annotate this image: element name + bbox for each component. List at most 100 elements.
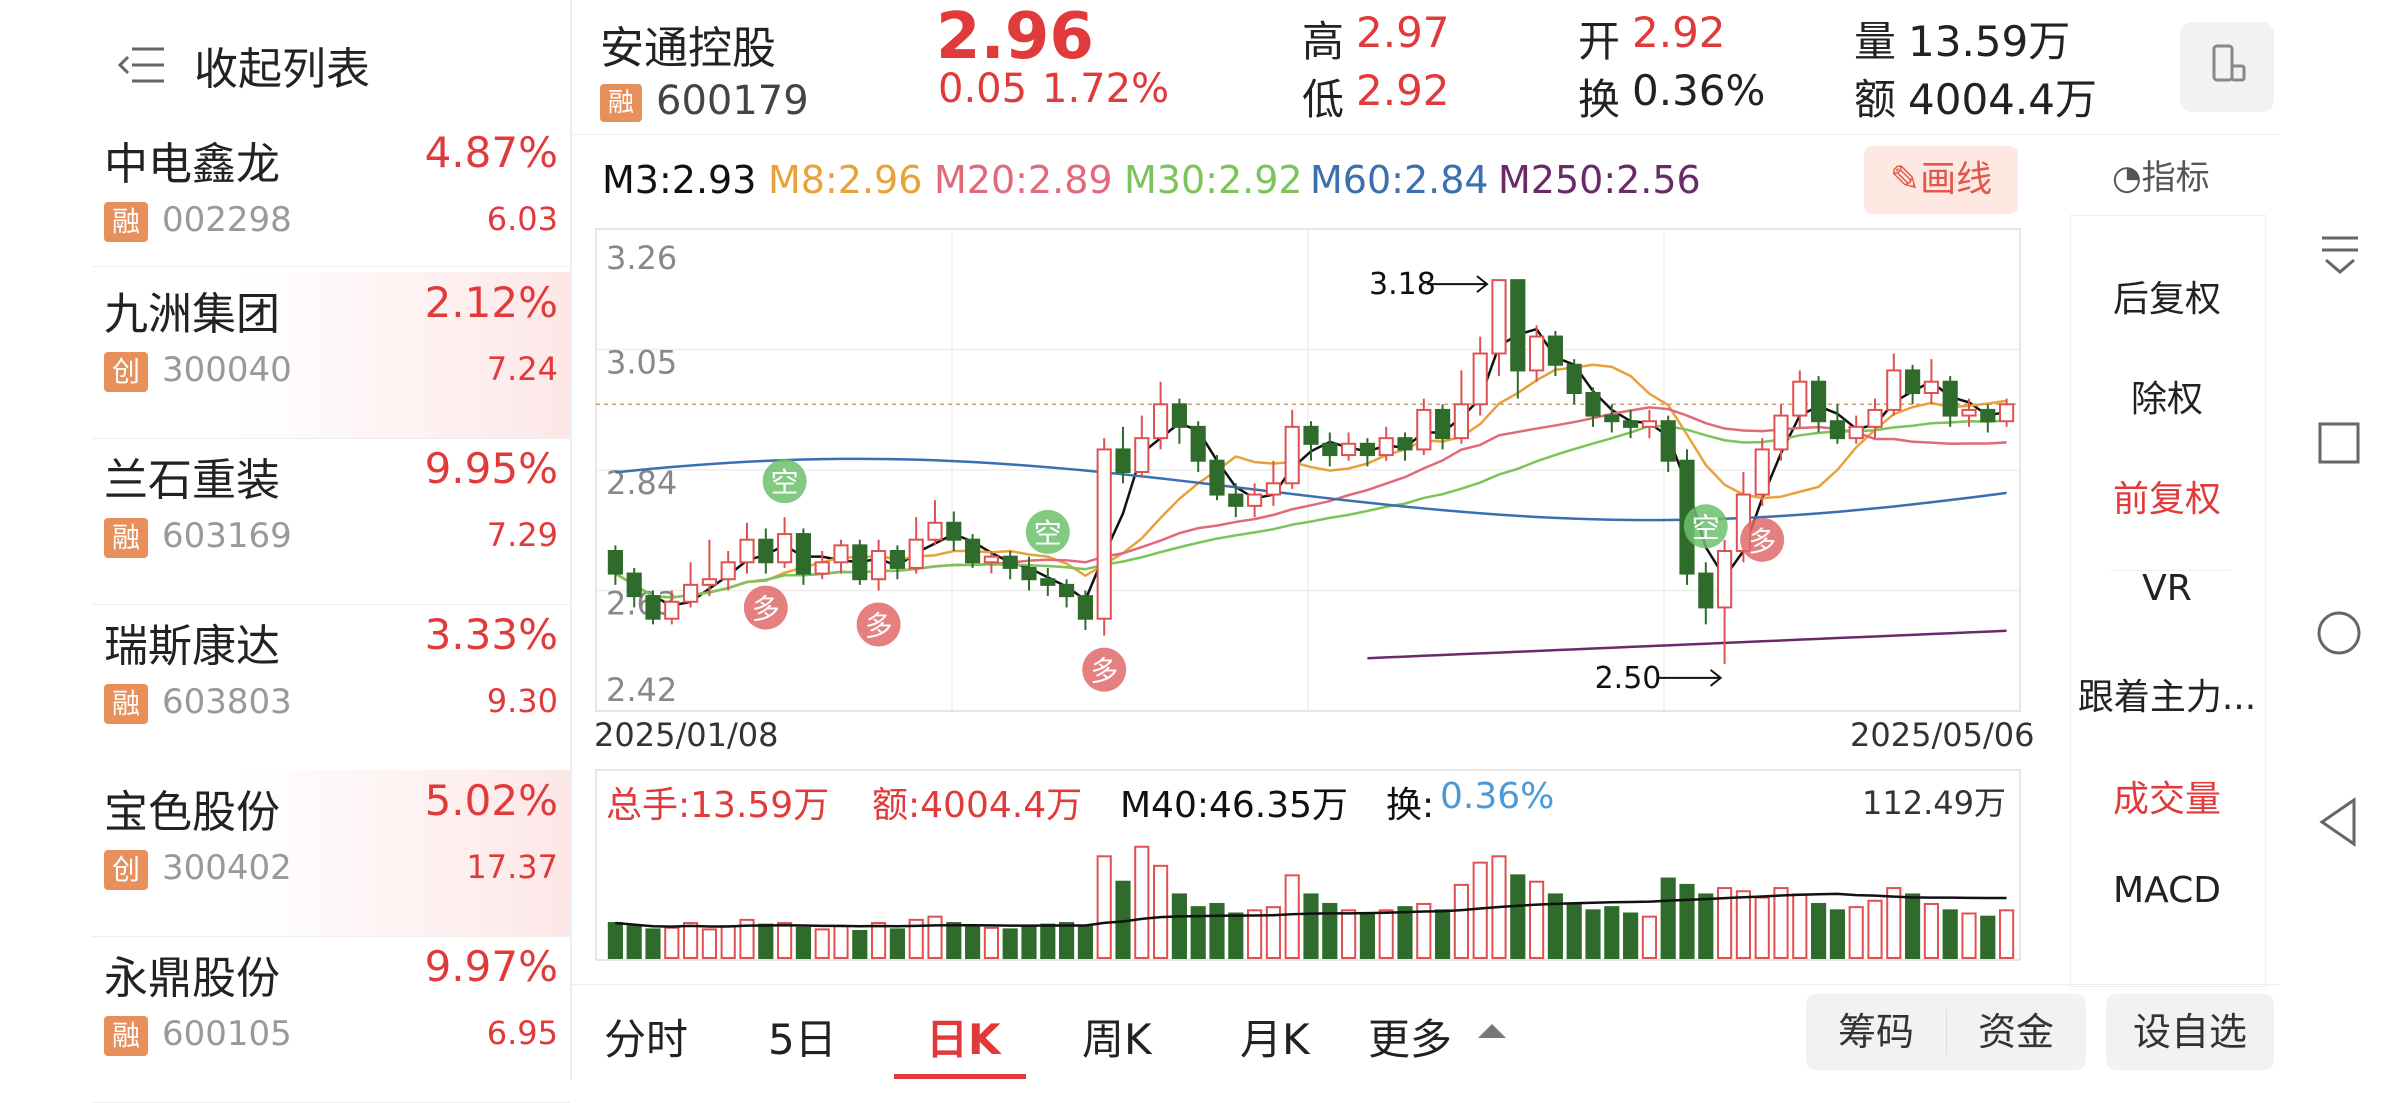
period-tab[interactable]: 周K [1082, 1015, 1152, 1064]
candle-body [871, 550, 887, 581]
stock-code: 600179 [656, 78, 809, 124]
candle-body [1021, 566, 1037, 581]
stock-list-item[interactable]: 瑞斯康达 3.33% 融 603803 9.30 [92, 604, 570, 770]
stock-item-change-pct: 4.87% [424, 128, 558, 177]
phone-rotate-icon [2212, 44, 2246, 82]
volume-bar [1679, 883, 1695, 959]
signal-marker-label: 空 [1692, 511, 1720, 544]
volume-bar [1284, 874, 1300, 959]
indicator-menu-item[interactable]: 除权 [2130, 379, 2203, 420]
collapse-list-icon [117, 45, 168, 85]
period-tab[interactable]: 月K [1240, 1015, 1310, 1064]
recent-apps-icon[interactable] [2318, 422, 2360, 464]
draw-line-button[interactable]: ✎画线 [1864, 146, 2018, 214]
candle-body [1265, 482, 1281, 496]
candle-body [758, 538, 774, 564]
indicator-menu-item[interactable]: 前复权 [2112, 479, 2221, 520]
stock-list-item[interactable]: 永鼎股份 9.97% 融 600105 6.95 [92, 936, 570, 1102]
indicator-menu-item[interactable]: 后复权 [2112, 279, 2221, 320]
candle-body [1341, 442, 1357, 457]
list-separator [92, 936, 570, 937]
candle-body [1698, 572, 1714, 609]
volume-bar [1453, 883, 1469, 959]
chips-button[interactable]: 筹码 [1837, 1010, 1914, 1054]
volume-bar [871, 922, 887, 960]
funds-button[interactable]: 资金 [1977, 1010, 2054, 1054]
stock-list-item[interactable]: 宝色股份 5.02% 创 300402 17.37 [92, 770, 570, 936]
back-icon[interactable] [2319, 797, 2356, 847]
volume-bar [1942, 909, 1958, 959]
collapse-down-icon[interactable] [2322, 236, 2358, 274]
y-tick-label: 3.05 [606, 344, 677, 382]
volume-bar [1265, 906, 1281, 959]
volume-bar [1134, 845, 1150, 959]
volume-label: 量 [1854, 17, 1897, 66]
stock-item-price: 7.29 [486, 516, 558, 554]
stock-list-panel: 收起列表 中电鑫龙 4.87% 融 002298 6.03 九洲集团 2.12% 创 30004… [0, 0, 570, 1103]
candle-body [777, 533, 793, 564]
candle-body [1115, 448, 1131, 474]
y-tick-label: 2.42 [606, 671, 677, 709]
indicator-menu-item[interactable]: MACD [2113, 870, 2221, 911]
collapse-list-button[interactable]: 收起列表 [0, 0, 570, 130]
stock-item-price: 6.03 [486, 200, 558, 238]
volume-bar [1923, 902, 1939, 959]
candle-body [1209, 459, 1225, 496]
period-tab[interactable]: 分时 [604, 1015, 689, 1064]
candle-body [645, 595, 661, 620]
volume-bar [1002, 928, 1018, 959]
volume-bar [908, 918, 924, 960]
candle-body [626, 572, 642, 598]
stock-list-item[interactable]: 中电鑫龙 4.87% 融 002298 6.03 [92, 120, 570, 266]
period-tab[interactable]: 日K [926, 1015, 1001, 1064]
stock-item-change-pct: 9.95% [424, 444, 558, 493]
volume-bar [1980, 915, 1996, 960]
low-label: 低 [1302, 75, 1345, 124]
candle-body [946, 521, 962, 541]
stock-item-name: 兰石重装 [104, 455, 280, 506]
volume-bar [1359, 912, 1375, 959]
period-tab[interactable]: 更多 [1368, 1015, 1453, 1064]
volume-frame [595, 769, 2021, 961]
volume-bar [645, 928, 661, 959]
candle-body [1923, 380, 1939, 394]
open-value: 2.92 [1632, 8, 1726, 57]
stock-list-item[interactable]: 九洲集团 2.12% 创 300040 7.24 [92, 272, 570, 438]
tabs-divider [572, 984, 2280, 985]
signal-marker [1082, 647, 1127, 692]
active-tab-indicator [894, 1074, 1026, 1079]
ma-legend-item: M8:2.96 [768, 158, 923, 202]
candle-body [927, 521, 943, 541]
volume-m40-line [615, 892, 2007, 928]
stock-item-change-pct: 2.12% [424, 278, 558, 327]
stock-item-code: 300040 [162, 350, 292, 390]
candle-body [795, 533, 811, 575]
volume-bar [1735, 890, 1751, 959]
volume-bar [1867, 899, 1883, 960]
volume-bar [983, 926, 999, 960]
indicator-menu-item[interactable]: 跟着主力... [2077, 677, 2257, 718]
add-watchlist-button[interactable]: 设自选 [2106, 994, 2274, 1070]
stock-item-price: 9.30 [486, 682, 558, 720]
candle-body [1641, 420, 1657, 428]
signal-marker-label: 多 [865, 610, 893, 643]
chips-funds-group: 筹码 资金 [1806, 994, 2086, 1070]
candlestick-chart[interactable]: 3.263.052.842.632.423.182.50空多多空多空多 [590, 225, 2030, 725]
signal-marker-label: 空 [771, 466, 799, 499]
volume-bar [720, 925, 736, 959]
stock-list-item[interactable]: 兰石重装 9.95% 融 603169 7.29 [92, 438, 570, 604]
volume-chart[interactable] [590, 768, 2030, 964]
landscape-toggle-button[interactable] [2180, 22, 2274, 112]
indicator-menu-item[interactable]: 成交量 [2112, 779, 2221, 820]
high-label: 高 [1302, 17, 1345, 66]
volume-bar [795, 926, 811, 960]
candle-body [1529, 335, 1545, 372]
candle-body [1980, 408, 1996, 423]
candle-body [1792, 380, 1808, 417]
candle-body [983, 555, 999, 564]
signal-marker-label: 多 [1090, 655, 1118, 688]
indicator-button[interactable]: ◔指标 [2112, 150, 2210, 199]
indicator-menu-item[interactable]: VR [2142, 568, 2192, 609]
period-tab[interactable]: 5日 [768, 1015, 837, 1064]
home-icon[interactable] [2317, 611, 2361, 655]
